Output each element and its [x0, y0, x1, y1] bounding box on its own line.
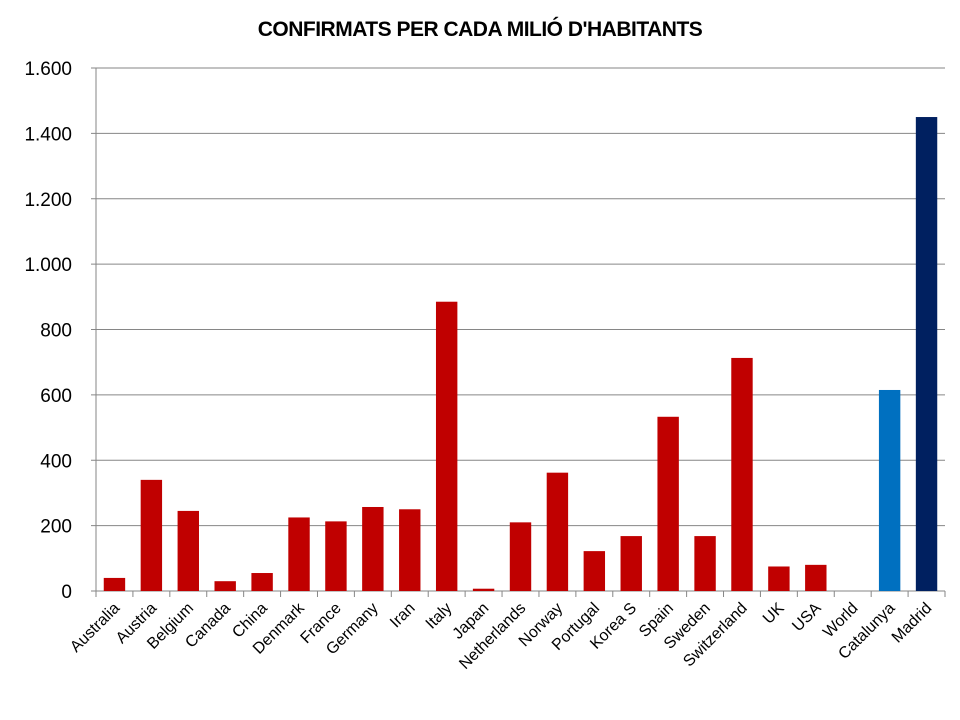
bar-norway [546, 472, 569, 591]
bar-netherlands [509, 522, 532, 591]
x-tick-label: Australia [67, 600, 123, 656]
bar-japan [472, 588, 495, 591]
bar-canada [214, 581, 236, 591]
y-tick-label: 1.000 [24, 255, 72, 276]
bar-sweden [694, 536, 716, 591]
bar-korea-s [620, 536, 642, 591]
y-tick-label: 800 [40, 321, 72, 342]
gridlines [91, 67, 946, 597]
x-tick-label: Iran [387, 600, 419, 632]
bar-usa [805, 564, 827, 591]
y-tick-label: 600 [40, 386, 72, 407]
y-axis-ticks: 0 200 400 600 800 1.000 1.200 1.400 1.600 [24, 59, 72, 603]
bar-belgium [177, 510, 199, 591]
y-tick-label: 0 [61, 582, 72, 603]
x-tick-label: UK [760, 600, 788, 628]
bar-portugal [583, 551, 606, 591]
bar-uk [768, 566, 790, 591]
bar-france [325, 521, 347, 591]
y-tick-label: 1.400 [24, 124, 72, 145]
chart-title: CONFIRMATS PER CADA MILIÓ D'HABITANTS [258, 17, 703, 41]
bar-spain [657, 416, 679, 591]
bar-china [251, 573, 273, 591]
x-tick-label: Madrid [889, 600, 936, 647]
x-axis-ticks: AustraliaAustriaBelgiumCanadaChinaDenmar… [67, 591, 935, 673]
y-tick-label: 1.600 [24, 59, 72, 80]
y-tick-label: 1.200 [24, 190, 72, 211]
bar-madrid [915, 117, 938, 591]
bar-australia [103, 577, 126, 591]
bar-germany [362, 506, 384, 591]
bar-iran [399, 509, 421, 591]
bar-catalunya [878, 389, 901, 591]
x-tick-label: Italy [423, 600, 456, 633]
bar-austria [140, 479, 163, 591]
y-tick-label: 200 [40, 517, 72, 538]
bar-switzerland [731, 357, 753, 591]
y-tick-label: 400 [40, 451, 72, 472]
bars [103, 117, 938, 591]
bar-denmark [288, 517, 310, 591]
bar-italy [435, 301, 458, 591]
